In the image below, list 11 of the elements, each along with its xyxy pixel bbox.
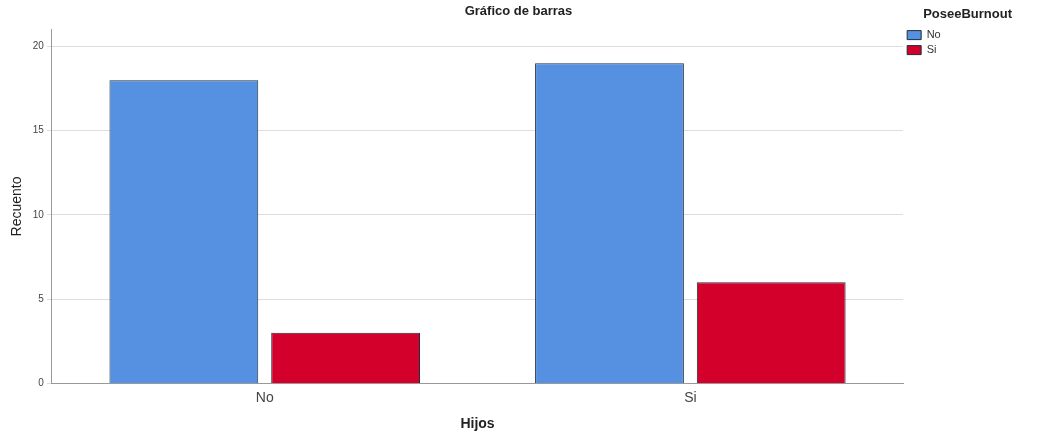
y-tick-label: 10 — [32, 208, 45, 220]
chart-title: Gráfico de barras — [464, 3, 573, 19]
y-tick-label: 20 — [32, 40, 45, 52]
x-axis-title: Hijos — [460, 415, 495, 432]
y-axis-title: Recuento — [8, 176, 25, 237]
y-tick-label: 0 — [38, 377, 45, 389]
legend-label: Si — [926, 43, 937, 56]
y-tick-label: 5 — [38, 292, 45, 304]
legend-label: No — [926, 28, 941, 41]
y-tick-label: 15 — [32, 124, 45, 136]
legend-title: PoseeBurnout — [923, 6, 1013, 22]
